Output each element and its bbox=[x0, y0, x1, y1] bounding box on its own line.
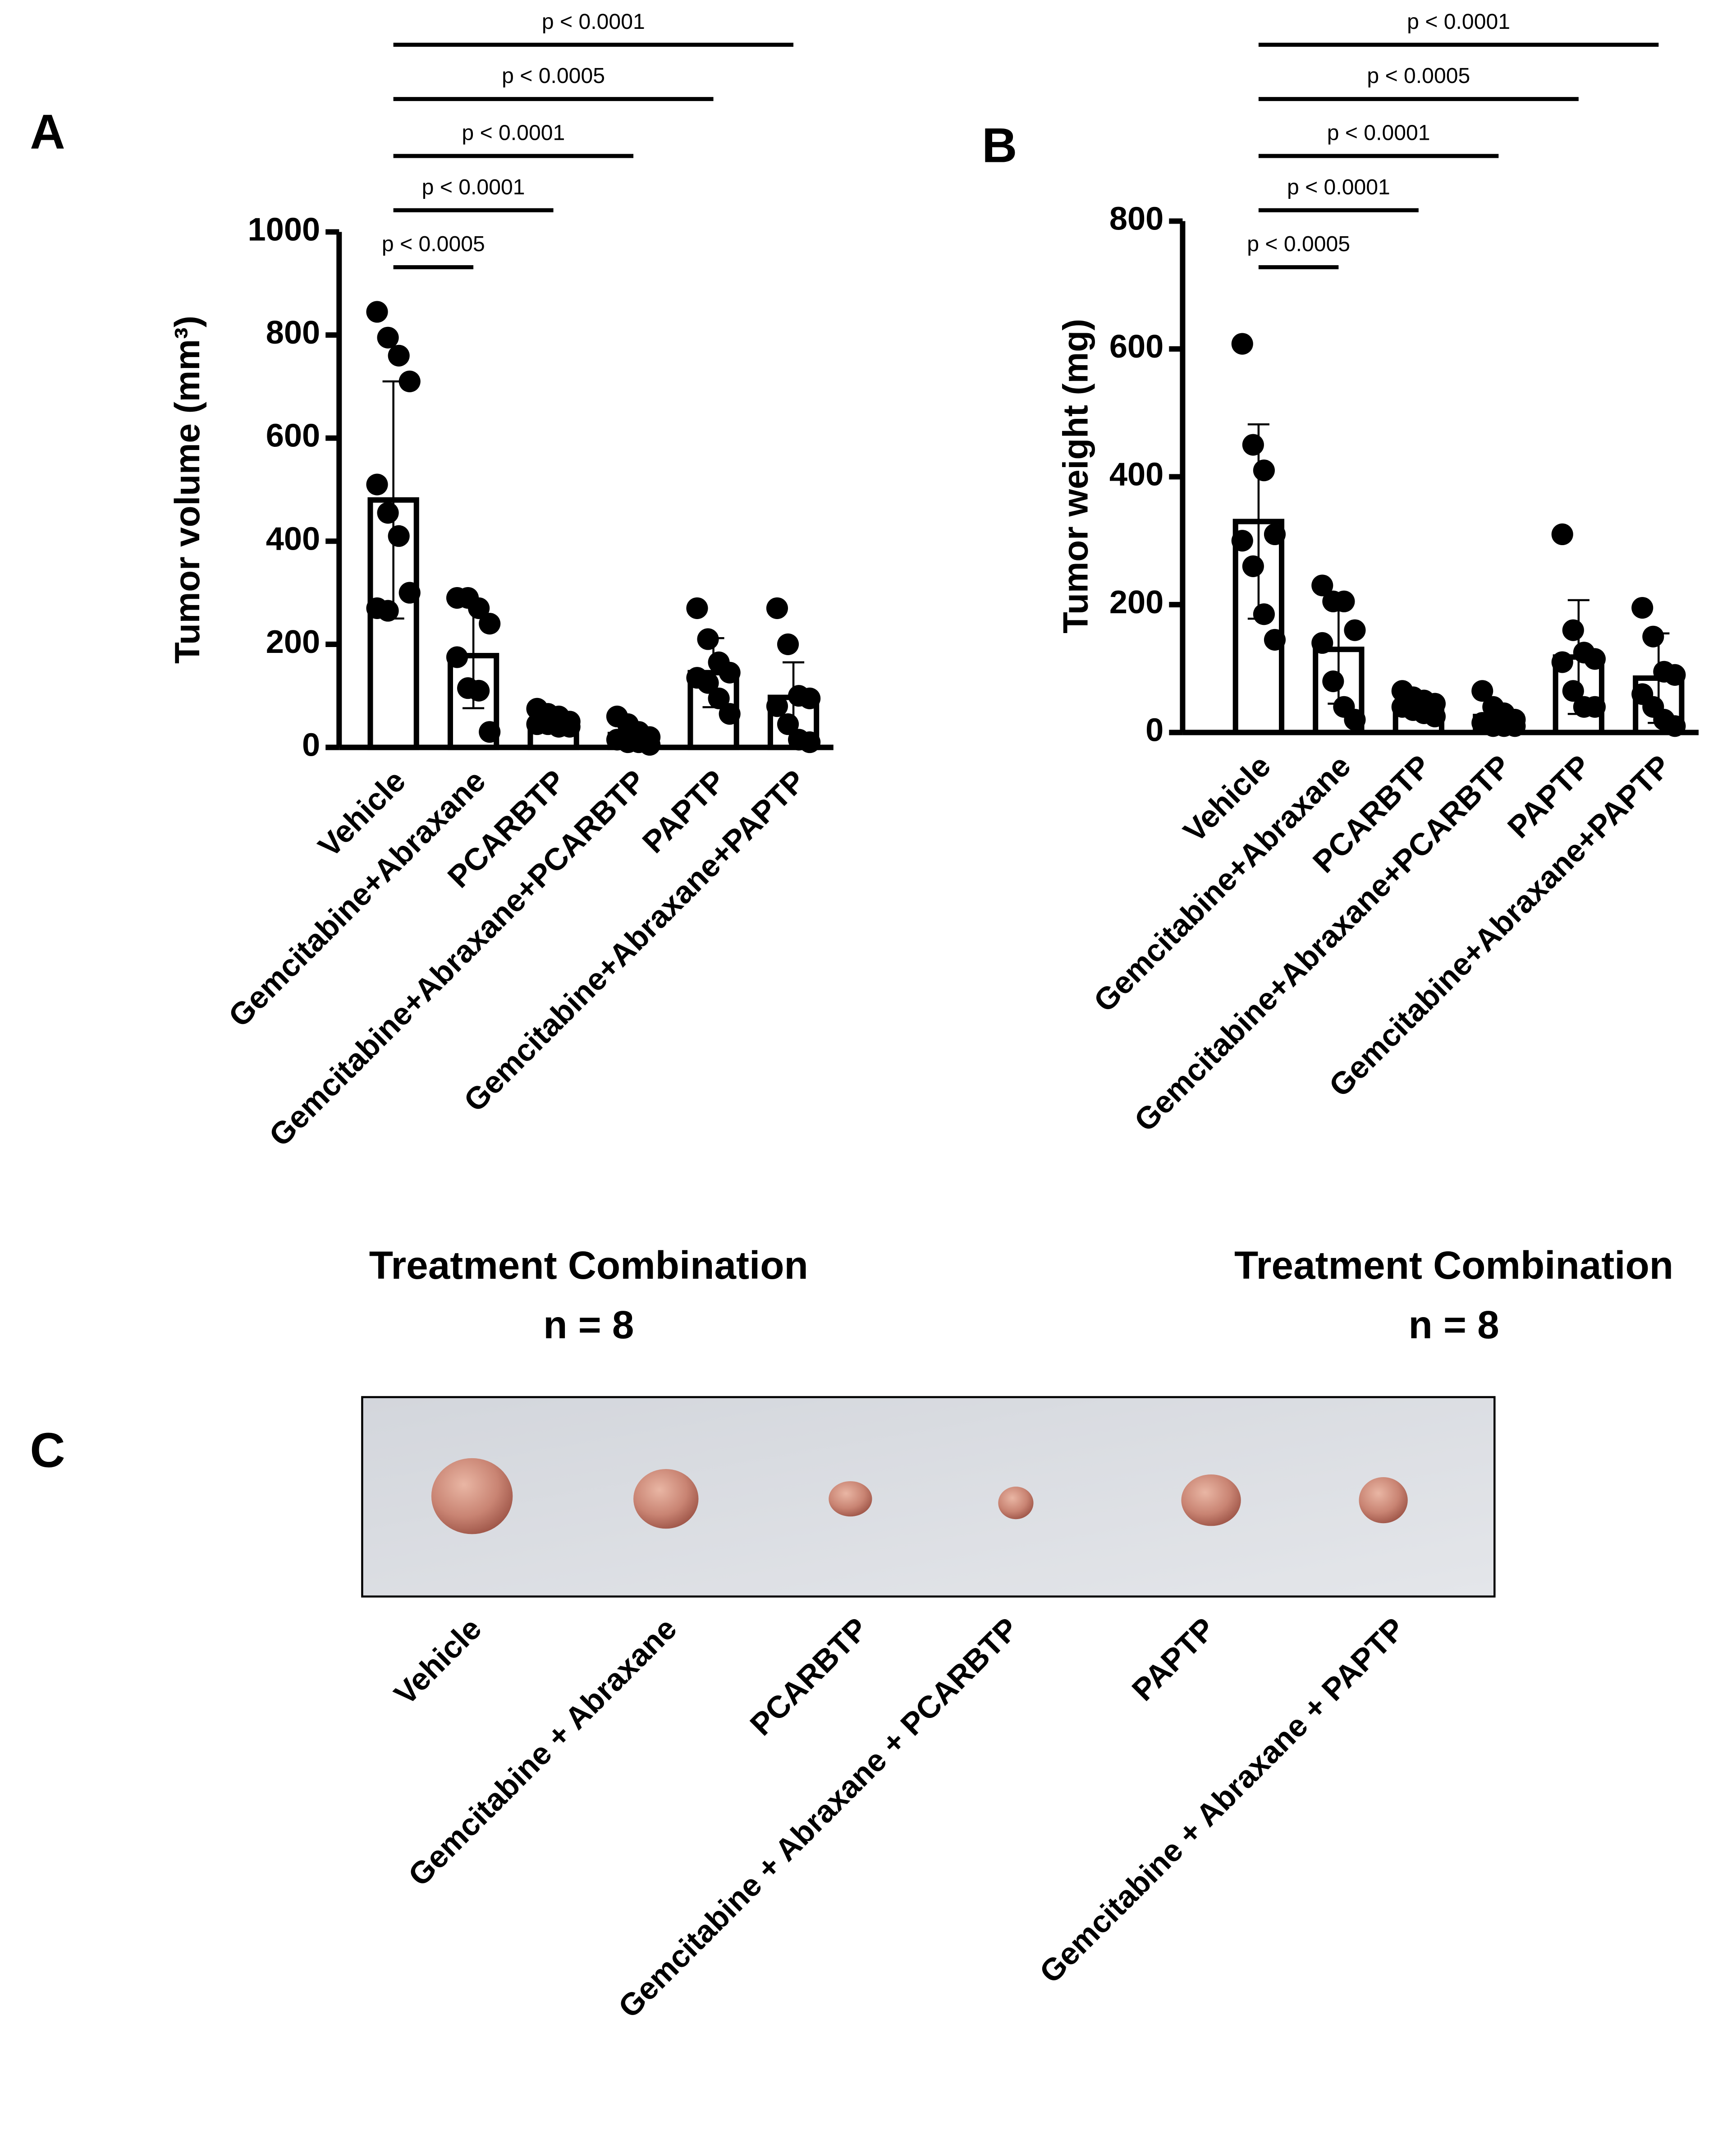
y-axis-title: Tumor volume (mm³) bbox=[167, 316, 207, 664]
data-point bbox=[1631, 597, 1654, 619]
data-point bbox=[719, 703, 741, 725]
sample-size: n = 8 bbox=[543, 1303, 634, 1347]
data-point bbox=[1584, 648, 1606, 670]
data-point bbox=[1424, 705, 1446, 728]
y-tick-label: 200 bbox=[1109, 584, 1163, 620]
panel-label: B bbox=[982, 118, 1017, 173]
data-point bbox=[1642, 625, 1664, 647]
data-point bbox=[1253, 603, 1275, 625]
p-value-label: p < 0.0001 bbox=[542, 9, 645, 34]
data-point bbox=[1664, 664, 1686, 686]
data-point bbox=[377, 502, 399, 524]
data-point bbox=[1231, 333, 1253, 355]
data-point bbox=[559, 716, 581, 738]
data-point bbox=[799, 731, 821, 753]
data-point bbox=[1311, 632, 1333, 654]
data-point bbox=[377, 600, 399, 622]
sample-size: n = 8 bbox=[1408, 1303, 1499, 1347]
x-axis-title: Treatment Combination bbox=[1234, 1244, 1673, 1287]
data-point bbox=[697, 672, 719, 694]
p-value-label: p < 0.0001 bbox=[1327, 121, 1430, 145]
y-tick-label: 600 bbox=[1109, 329, 1163, 365]
data-point bbox=[1264, 629, 1286, 651]
data-point bbox=[399, 370, 421, 392]
data-point bbox=[377, 326, 399, 349]
data-point bbox=[388, 344, 410, 367]
y-tick-label: 1000 bbox=[248, 211, 321, 248]
p-value-label: p < 0.0005 bbox=[502, 64, 605, 88]
data-point bbox=[1504, 715, 1526, 737]
p-value-label: p < 0.0001 bbox=[462, 121, 565, 145]
photo-label: PAPTP bbox=[1125, 1611, 1222, 1708]
data-point bbox=[697, 628, 719, 650]
p-value-label: p < 0.0005 bbox=[382, 232, 485, 256]
data-point bbox=[479, 613, 501, 635]
data-point bbox=[446, 646, 468, 668]
data-point bbox=[1242, 434, 1264, 456]
y-tick-label: 0 bbox=[302, 727, 320, 763]
data-point bbox=[1562, 680, 1584, 702]
data-point bbox=[766, 695, 788, 717]
data-point bbox=[1311, 574, 1333, 597]
data-point bbox=[777, 633, 799, 655]
data-point bbox=[1344, 709, 1366, 731]
y-tick-label: 800 bbox=[1109, 201, 1163, 237]
y-tick-label: 800 bbox=[266, 315, 320, 351]
p-value-label: p < 0.0001 bbox=[1407, 9, 1510, 34]
data-point bbox=[366, 473, 388, 496]
data-point bbox=[1322, 670, 1344, 693]
data-point bbox=[1242, 555, 1264, 577]
data-point bbox=[1253, 459, 1275, 482]
photo-label: PCARBTP bbox=[743, 1611, 875, 1742]
photo-label: Gemcitabine + Abraxane + PAPTP bbox=[1033, 1611, 1412, 1990]
data-point bbox=[799, 687, 821, 710]
y-axis-title: Tumor weight (mg) bbox=[1055, 319, 1095, 634]
x-axis-title: Treatment Combination bbox=[369, 1244, 808, 1287]
data-point bbox=[1344, 619, 1366, 641]
data-point bbox=[1664, 715, 1686, 737]
data-point bbox=[766, 597, 788, 619]
data-point bbox=[468, 597, 490, 619]
data-point bbox=[1584, 696, 1606, 718]
y-tick-label: 400 bbox=[266, 521, 320, 557]
chart: B Tumor weight (mg) Treatment Combination n… bbox=[982, 9, 1699, 1347]
data-point bbox=[1551, 523, 1573, 546]
data-point bbox=[1551, 651, 1573, 673]
data-point bbox=[639, 734, 661, 756]
data-point bbox=[1264, 523, 1286, 546]
data-point bbox=[1231, 530, 1253, 552]
y-tick-label: 600 bbox=[266, 418, 320, 454]
y-tick-label: 400 bbox=[1109, 456, 1163, 492]
data-point bbox=[1471, 680, 1493, 702]
data-point bbox=[1333, 590, 1355, 612]
data-point bbox=[468, 680, 490, 702]
p-value-label: p < 0.0005 bbox=[1367, 64, 1470, 88]
panel-label: C bbox=[30, 1423, 65, 1477]
chart: A Tumor volume (mm³) Treatment Combination… bbox=[30, 9, 834, 1347]
tumor-photo bbox=[361, 1396, 1496, 1598]
data-point bbox=[708, 687, 730, 710]
p-value-label: p < 0.0001 bbox=[1287, 175, 1390, 199]
data-point bbox=[388, 525, 410, 547]
data-point bbox=[479, 721, 501, 743]
panel-label: A bbox=[30, 104, 65, 159]
y-tick-label: 0 bbox=[1145, 712, 1163, 748]
data-point bbox=[777, 713, 799, 735]
data-point bbox=[366, 301, 388, 323]
y-tick-label: 200 bbox=[266, 624, 320, 660]
data-point bbox=[399, 582, 421, 604]
p-value-label: p < 0.0005 bbox=[1247, 232, 1350, 256]
photo-label: Vehicle bbox=[387, 1611, 488, 1712]
data-point bbox=[719, 661, 741, 684]
data-point bbox=[686, 597, 708, 619]
data-point bbox=[1562, 619, 1584, 641]
p-value-label: p < 0.0001 bbox=[422, 175, 525, 199]
